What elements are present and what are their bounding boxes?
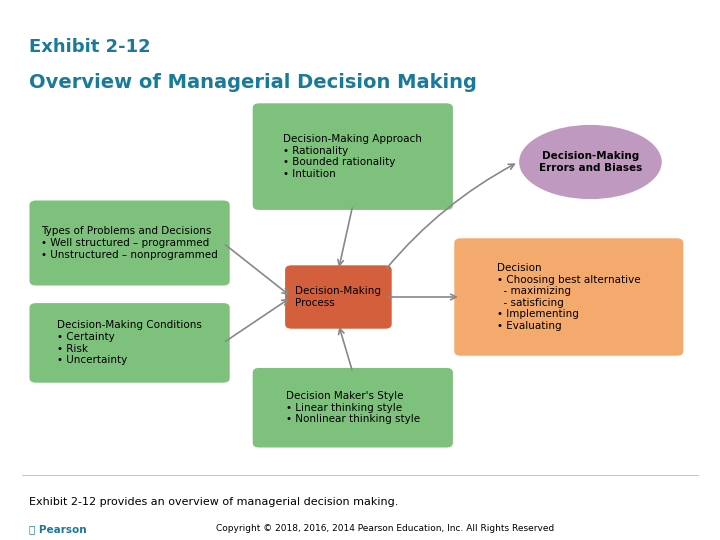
FancyBboxPatch shape	[29, 200, 230, 286]
Text: Exhibit 2-12: Exhibit 2-12	[29, 38, 150, 56]
Ellipse shape	[518, 124, 662, 200]
Text: Types of Problems and Decisions
• Well structured – programmed
• Unstructured – : Types of Problems and Decisions • Well s…	[41, 226, 218, 260]
Text: Ⓟ Pearson: Ⓟ Pearson	[29, 524, 86, 534]
FancyBboxPatch shape	[284, 265, 392, 329]
Text: Decision-Making
Errors and Biases: Decision-Making Errors and Biases	[539, 151, 642, 173]
Text: Exhibit 2-12 provides an overview of managerial decision making.: Exhibit 2-12 provides an overview of man…	[29, 497, 398, 507]
Text: Decision-Making Approach
• Rationality
• Bounded rationality
• Intuition: Decision-Making Approach • Rationality •…	[284, 134, 422, 179]
FancyBboxPatch shape	[454, 238, 684, 356]
Text: Decision
• Choosing best alternative
  - maximizing
  - satisficing
• Implementi: Decision • Choosing best alternative - m…	[497, 263, 641, 331]
FancyBboxPatch shape	[252, 367, 454, 448]
FancyBboxPatch shape	[252, 103, 454, 211]
Text: Decision Maker's Style
• Linear thinking style
• Nonlinear thinking style: Decision Maker's Style • Linear thinking…	[286, 391, 420, 424]
Text: Decision-Making
Process: Decision-Making Process	[295, 286, 382, 308]
FancyBboxPatch shape	[29, 302, 230, 383]
Text: Copyright © 2018, 2016, 2014 Pearson Education, Inc. All Rights Reserved: Copyright © 2018, 2016, 2014 Pearson Edu…	[216, 524, 554, 533]
Text: Decision-Making Conditions
• Certainty
• Risk
• Uncertainty: Decision-Making Conditions • Certainty •…	[57, 321, 202, 365]
Text: Overview of Managerial Decision Making: Overview of Managerial Decision Making	[29, 73, 477, 92]
